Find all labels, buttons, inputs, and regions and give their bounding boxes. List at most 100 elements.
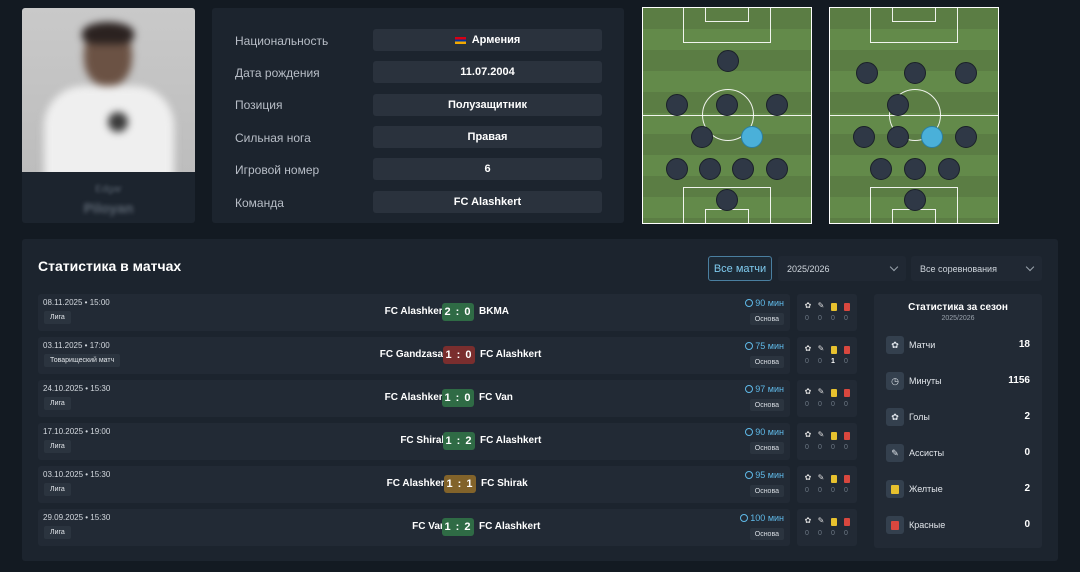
match-minutes: 97 мин <box>745 384 784 394</box>
season-stats-title: Статистика за сезон <box>908 302 1008 313</box>
stats-title: Статистика в матчах <box>38 258 182 274</box>
player-dot <box>717 50 739 72</box>
stat-value: 0 <box>844 530 848 537</box>
info-value-position: Полузащитник <box>373 94 602 116</box>
assist-icon: ✎ <box>886 444 904 462</box>
match-date: 17.10.2025 • 19:00 <box>43 427 111 436</box>
stat-value: 0 <box>805 530 809 537</box>
assist-icon: ✎ <box>817 344 825 353</box>
player-dot <box>904 158 926 180</box>
season-select[interactable]: 2025/2026 <box>778 256 906 281</box>
match-row[interactable]: 17.10.2025 • 19:00 Лига FC Shirak 1 : 2 FC A… <box>38 423 790 460</box>
competition-select[interactable]: Все соревнования <box>911 256 1042 281</box>
stat-value: 0 <box>831 444 835 451</box>
match-row[interactable]: 03.11.2025 • 17:00 Товарищеский матч FC Ga… <box>38 337 790 374</box>
red-card-icon <box>844 475 850 483</box>
clock-icon <box>745 428 754 436</box>
season-stat-value: 2 <box>1024 411 1030 422</box>
away-team[interactable]: FC Alashkert <box>479 521 541 532</box>
season-select-value: 2025/2026 <box>787 263 830 274</box>
player-dot <box>699 158 721 180</box>
match-minutes: 90 мин <box>745 298 784 308</box>
player-dot <box>904 62 926 84</box>
red-card-icon <box>844 432 850 440</box>
season-stats-card: Статистика за сезон 2025/2026 ✿ Матчи 18 ◷ М… <box>874 294 1042 548</box>
home-team[interactable]: FC Van <box>412 521 446 532</box>
home-team[interactable]: FC Alashkert <box>384 392 446 403</box>
match-row[interactable]: 29.09.2025 • 15:30 Лига FC Van 1 : 2 FC Alas… <box>38 509 790 546</box>
stat-value: 0 <box>818 444 822 451</box>
stat-value: 1 <box>831 358 835 365</box>
season-stat-value: 18 <box>1018 339 1030 350</box>
away-team[interactable]: BKMA <box>479 306 509 317</box>
away-team[interactable]: FC Alashkert <box>480 435 542 446</box>
away-team[interactable]: FC Shirak <box>481 478 528 489</box>
home-team[interactable]: FC Gandzasar <box>379 349 447 360</box>
goalkeeper-dot <box>716 189 738 211</box>
away-team[interactable]: FC Van <box>479 392 513 403</box>
minutes-text: 97 мин <box>755 384 784 394</box>
player-dot <box>716 94 738 116</box>
assist-icon: ✎ <box>817 473 825 482</box>
stat-value: 0 <box>818 487 822 494</box>
match-role: Основа <box>749 528 784 540</box>
home-team[interactable]: FC Alashkert <box>384 306 446 317</box>
clock-icon <box>745 342 754 350</box>
info-label-nationality: Национальность <box>235 34 329 48</box>
match-row[interactable]: 08.11.2025 • 15:00 Лига FC Alashkert 2 : 0 B… <box>38 294 790 331</box>
formation-pitch-1 <box>642 7 812 224</box>
stat-value: 0 <box>831 401 835 408</box>
assist-icon: ✎ <box>817 387 825 396</box>
home-team[interactable]: FC Shirak <box>400 435 447 446</box>
match-minutes: 100 мин <box>740 513 784 523</box>
season-stat-label: Желтые <box>909 484 943 494</box>
season-stat-value: 1156 <box>1008 375 1030 386</box>
match-competition: Лига <box>44 526 71 539</box>
player-shirt <box>44 86 174 172</box>
home-team[interactable]: FC Alashkert <box>386 478 448 489</box>
stat-value: 0 <box>844 444 848 451</box>
yellow-card-icon <box>831 475 837 483</box>
season-stat-label: Матчи <box>909 340 936 350</box>
info-value-team: FC Alashkert <box>373 191 602 213</box>
match-score: 1 : 1 <box>444 475 476 493</box>
player-hair <box>82 22 134 44</box>
minutes-text: 95 мин <box>755 470 784 480</box>
red-card-icon <box>844 389 850 397</box>
match-minutes: 90 мин <box>745 427 784 437</box>
match-row[interactable]: 03.10.2025 • 15:30 Лига FC Alashkert 1 : 1 F… <box>38 466 790 503</box>
stat-value: 0 <box>844 401 848 408</box>
match-date: 29.09.2025 • 15:30 <box>43 513 111 522</box>
player-dot <box>938 158 960 180</box>
clock-icon <box>745 385 754 393</box>
stat-value: 0 <box>818 315 822 322</box>
match-competition: Лига <box>44 483 71 496</box>
player-dot <box>887 126 909 148</box>
match-date: 24.10.2025 • 15:30 <box>43 384 111 393</box>
goal-icon: ✿ <box>804 473 812 482</box>
info-label-team: Команда <box>235 196 284 210</box>
goal-icon: ✿ <box>804 344 812 353</box>
all-matches-button[interactable]: Все матчи <box>708 256 772 281</box>
clock-icon <box>740 514 749 522</box>
match-competition: Лига <box>44 440 71 453</box>
stat-value: 0 <box>844 358 848 365</box>
away-team[interactable]: FC Alashkert <box>480 349 542 360</box>
goal-icon: ✿ <box>804 387 812 396</box>
match-row[interactable]: 24.10.2025 • 15:30 Лига FC Alashkert 1 : 0 F… <box>38 380 790 417</box>
minutes-text: 100 мин <box>750 513 784 523</box>
match-score: 1 : 2 <box>443 432 475 450</box>
match-date: 03.10.2025 • 15:30 <box>43 470 111 479</box>
player-dot <box>955 126 977 148</box>
yellow-card-icon <box>886 480 904 498</box>
goal-icon: ✿ <box>886 408 904 426</box>
stat-value: 0 <box>805 358 809 365</box>
match-player-stats: ✿ ✎ 0 0 1 0 <box>797 337 857 374</box>
info-label-position: Позиция <box>235 98 283 112</box>
info-value-number: 6 <box>373 158 602 180</box>
season-stat-label: Голы <box>909 412 930 422</box>
player-dot <box>856 62 878 84</box>
red-card-icon <box>844 346 850 354</box>
club-crest <box>108 112 128 132</box>
stat-value: 0 <box>818 530 822 537</box>
